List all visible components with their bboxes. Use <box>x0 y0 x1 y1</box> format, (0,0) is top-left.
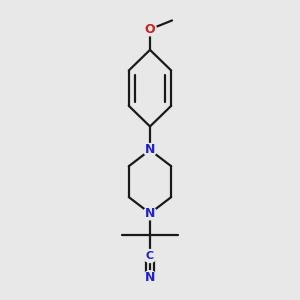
Circle shape <box>143 271 157 284</box>
Text: N: N <box>145 271 155 284</box>
Circle shape <box>143 23 157 36</box>
Circle shape <box>143 207 157 220</box>
Text: N: N <box>145 207 155 220</box>
Circle shape <box>143 143 157 157</box>
Text: O: O <box>145 23 155 36</box>
Text: N: N <box>145 143 155 157</box>
Text: C: C <box>146 251 154 261</box>
Circle shape <box>143 250 157 262</box>
